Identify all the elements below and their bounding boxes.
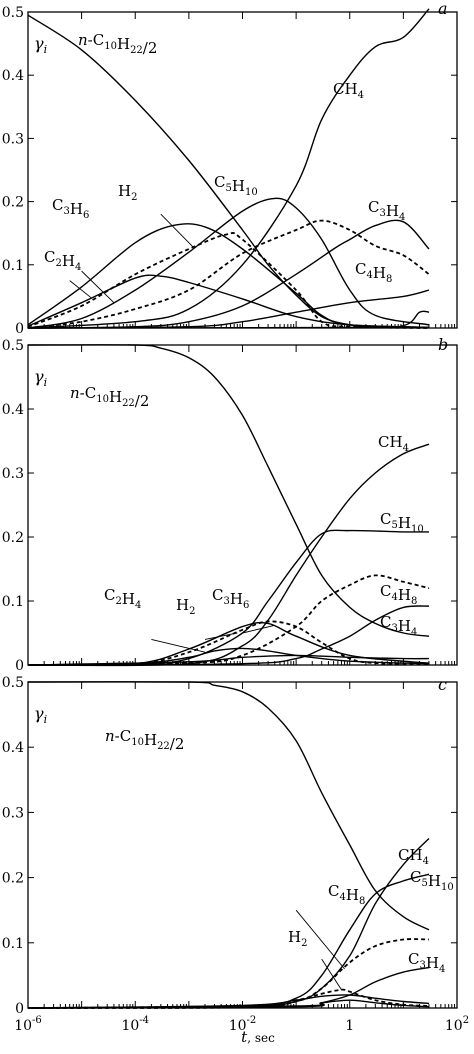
y-tick-label: 0: [15, 321, 24, 337]
y-tick-label: 0: [15, 658, 24, 674]
series-label-c2h4: C2H4: [104, 586, 141, 611]
series-label-n-c10h22-2: n-C10H22/2: [70, 384, 149, 410]
series-label-n-c10h22-2: n-C10H22/2: [105, 727, 184, 753]
series-label-c3h4: C3H4: [380, 613, 417, 638]
series-line-n-c10h22-2: [27, 681, 430, 931]
x-axis-label: t, sec: [241, 1028, 275, 1046]
plot-frame: [27, 681, 458, 1009]
series-label-ch4: CH4: [378, 433, 409, 454]
series-label-c4h8: C4H8: [355, 260, 392, 285]
y-tick-label: 0.5: [2, 675, 24, 691]
x-tick-label: 102: [445, 1015, 469, 1034]
chart-panel-b: 0 0.1 0.2 0.3 0.4 0.5 γi b n-C10H22/2 C2H4 H2 C3H6 C…: [2, 335, 458, 674]
y-axis-label: γi: [34, 367, 47, 389]
leader-line-c3h6: [81, 270, 115, 304]
series-line-c3h6: [27, 223, 430, 329]
leader-line-h2: [160, 213, 194, 248]
series-line-unlabeled-7: [27, 999, 430, 1009]
series-label-c4h8: C4H8: [328, 882, 365, 907]
series-line-c3h4: [27, 219, 430, 329]
leader-line-h2: [321, 958, 342, 990]
y-tick-label: 0.3: [2, 466, 24, 482]
series-label-h2: H2: [288, 928, 307, 949]
series-line-c2h4: [27, 274, 430, 329]
x-tick-label: 10-2: [229, 1015, 257, 1034]
series-label-n-c10h22-2: n-C10H22/2: [78, 31, 157, 57]
panel-letter: b: [438, 335, 448, 354]
series-label-c3h6: C3H6: [212, 586, 249, 611]
y-tick-label: 0.3: [2, 131, 24, 147]
y-tick-label: 0.4: [2, 68, 24, 84]
x-tick-label: 1: [345, 1018, 354, 1034]
x-tick-label: 10-4: [121, 1015, 149, 1034]
series-line-c3h4: [27, 605, 430, 666]
panel-letter: c: [438, 675, 447, 694]
series-label-ch4: CH4: [333, 80, 364, 101]
chart-panel-a: 0 0.1 0.2 0.3 0.4 0.5 γi a n-C10H22/2 C2H4 C3H6 H2 C…: [2, 0, 458, 337]
series-label-c3h4: C3H4: [368, 198, 405, 223]
series-label-c3h4: C3H4: [408, 950, 445, 975]
y-tick-label: 0.4: [2, 740, 24, 756]
y-tick-label: 0.1: [2, 936, 24, 952]
y-tick-label: 0.2: [2, 195, 24, 211]
series-line-unlabeled-8: [27, 654, 430, 666]
series-label-c3h6: C3H6: [52, 196, 89, 221]
leader-line-c3h6: [242, 624, 275, 634]
series-line-c5h10: [27, 873, 430, 1009]
series-label-c5h10: C5H10: [410, 868, 454, 893]
series-label-ch4: CH4: [398, 846, 429, 867]
y-tick-label: 0.3: [2, 805, 24, 821]
series-label-c2h4: C2H4: [44, 248, 81, 273]
series-line-c4h8: [27, 219, 430, 329]
leader-line-h2: [204, 632, 238, 640]
series-label-h2: H2: [118, 182, 137, 203]
y-tick-label: 0.5: [2, 5, 24, 21]
leader-line-c4h8: [295, 909, 345, 970]
series-line-n-c10h22-2: [27, 344, 430, 637]
series-line-unlabeled-9: [27, 310, 430, 329]
series-label-h2: H2: [176, 596, 195, 617]
y-tick-label: 0.4: [2, 402, 24, 418]
y-tick-label: 0.1: [2, 594, 24, 610]
series-line-h2: [27, 232, 430, 329]
x-tick-label: 10-6: [14, 1015, 42, 1034]
series-label-c5h10: C5H10: [214, 173, 258, 198]
series-label-c4h8: C4H8: [380, 582, 417, 607]
series-line-ch4: [27, 838, 430, 1009]
panel-letter: a: [438, 0, 448, 18]
y-axis-label: γi: [34, 34, 47, 56]
series-line-ch4: [27, 8, 430, 329]
y-tick-label: 0.2: [2, 530, 24, 546]
series-label-c5h10: C5H10: [380, 510, 424, 535]
y-tick-label: 0.1: [2, 258, 24, 274]
y-tick-label: 0.5: [2, 338, 24, 354]
y-axis-label: γi: [34, 704, 47, 726]
leader-line-c2h4: [69, 280, 92, 299]
y-tick-label: 0: [15, 1001, 24, 1017]
y-tick-label: 0.2: [2, 871, 24, 887]
series-line-c5h10: [27, 197, 430, 329]
